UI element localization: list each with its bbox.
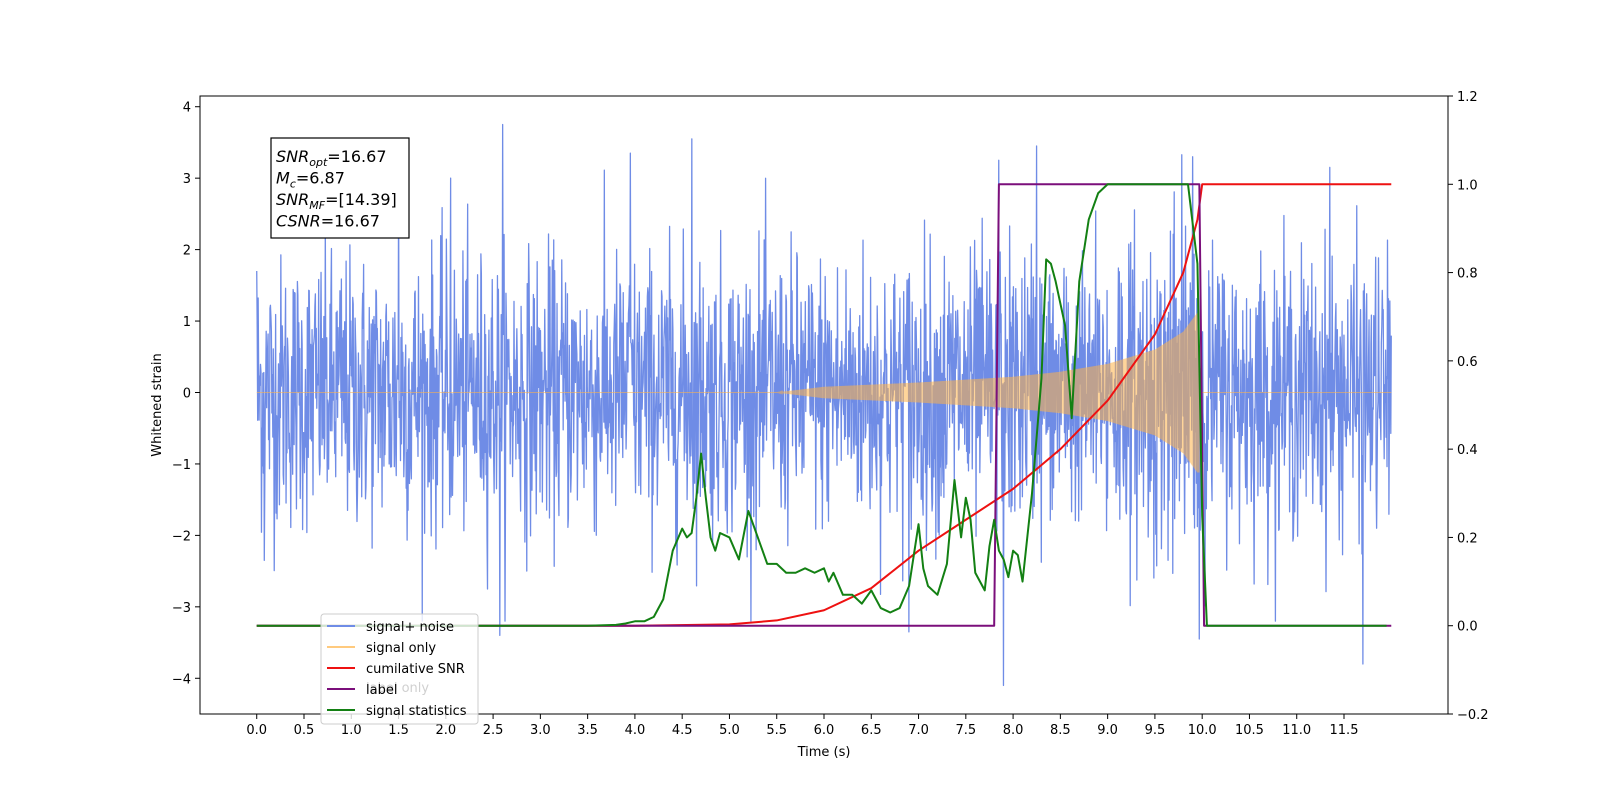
legend-label: signal statistics xyxy=(366,704,467,719)
y-left-tick-label: −1 xyxy=(172,458,191,473)
y-left-tick-label: 0 xyxy=(183,386,191,401)
x-tick-label: 10.5 xyxy=(1235,723,1264,738)
y-right-tick-label: 0.0 xyxy=(1457,620,1478,635)
legend-label: cumilative SNR xyxy=(366,662,465,677)
x-tick-label: 3.0 xyxy=(530,723,551,738)
x-tick-label: 3.5 xyxy=(577,723,598,738)
y-left-tick-label: 3 xyxy=(183,172,191,187)
annotation-line: SNRMF=[14.39] xyxy=(276,190,397,212)
x-tick-label: 2.0 xyxy=(435,723,456,738)
y-axis-label: Whitened strain xyxy=(150,353,165,456)
x-tick-label: 8.5 xyxy=(1050,723,1071,738)
y-right-tick-label: 0.2 xyxy=(1457,531,1478,546)
annotation-line: CSNR=16.67 xyxy=(276,212,380,231)
y-left-tick-label: 4 xyxy=(183,101,191,116)
x-axis: 0.0 0.5 1.0 1.5 2.0 2.5 3.0 3.5 4.0 4.5 5.0 5.5 6.0 6… xyxy=(246,714,1358,738)
y-axis-left: −4 −3 −2 −1 0 1 2 3 4 xyxy=(172,101,200,687)
y-left-tick-label: 1 xyxy=(183,315,191,330)
y-left-tick-label: −4 xyxy=(172,672,191,687)
x-tick-label: 8.0 xyxy=(1003,723,1024,738)
x-tick-label: 1.5 xyxy=(388,723,409,738)
legend-frame xyxy=(320,613,479,725)
x-tick-label: 0.0 xyxy=(246,723,267,738)
x-axis-label: Time (s) xyxy=(797,745,851,760)
y-right-tick-label: 1.2 xyxy=(1457,90,1478,105)
y-left-tick-label: −2 xyxy=(172,529,191,544)
annotation-frame xyxy=(270,137,410,239)
legend: label only signal+ noise signal only cumila… xyxy=(320,613,479,725)
x-tick-label: 10.0 xyxy=(1188,723,1217,738)
x-tick-label: 9.0 xyxy=(1097,723,1118,738)
series-cumulative-snr xyxy=(256,183,1392,627)
x-tick-label: 7.5 xyxy=(955,723,976,738)
x-tick-label: 4.0 xyxy=(625,723,646,738)
y-right-tick-label: 0.8 xyxy=(1457,267,1478,282)
y-right-tick-label: 1.0 xyxy=(1457,178,1478,193)
x-tick-label: 11.0 xyxy=(1282,723,1311,738)
y-right-tick-label: −0.2 xyxy=(1457,708,1489,723)
annotation-line: Mc=6.87 xyxy=(276,169,345,191)
x-tick-label: 9.5 xyxy=(1145,723,1166,738)
x-tick-label: 6.0 xyxy=(814,723,835,738)
y-right-tick-label: 0.6 xyxy=(1457,355,1478,370)
legend-label: signal+ noise xyxy=(366,620,454,635)
x-tick-label: 5.5 xyxy=(766,723,787,738)
x-tick-label: 6.5 xyxy=(861,723,882,738)
y-right-tick-label: 0.4 xyxy=(1457,443,1478,458)
legend-label: signal only xyxy=(366,641,436,656)
y-axis-right: −0.2 0.0 0.2 0.4 0.6 0.8 1.0 1.2 xyxy=(1448,90,1489,723)
annotation-line: SNRopt=16.67 xyxy=(276,147,387,169)
series-signal-statistics xyxy=(256,183,1387,627)
x-tick-label: 0.5 xyxy=(294,723,315,738)
series-signal-noise xyxy=(256,123,1392,687)
x-tick-label: 7.0 xyxy=(908,723,929,738)
plot-area xyxy=(256,123,1392,687)
legend-overlap-text: label only xyxy=(366,681,429,696)
y-left-tick-label: −3 xyxy=(172,601,191,616)
y-left-tick-label: 2 xyxy=(183,244,191,259)
x-tick-label: 5.0 xyxy=(719,723,740,738)
x-tick-label: 11.5 xyxy=(1330,723,1359,738)
x-tick-label: 2.5 xyxy=(483,723,504,738)
stats-annotation-box: SNRopt=16.67Mc=6.87SNRMF=[14.39]CSNR=16.… xyxy=(270,137,410,239)
x-tick-label: 4.5 xyxy=(672,723,693,738)
legend-label: label xyxy=(366,683,397,698)
x-tick-label: 1.0 xyxy=(341,723,362,738)
